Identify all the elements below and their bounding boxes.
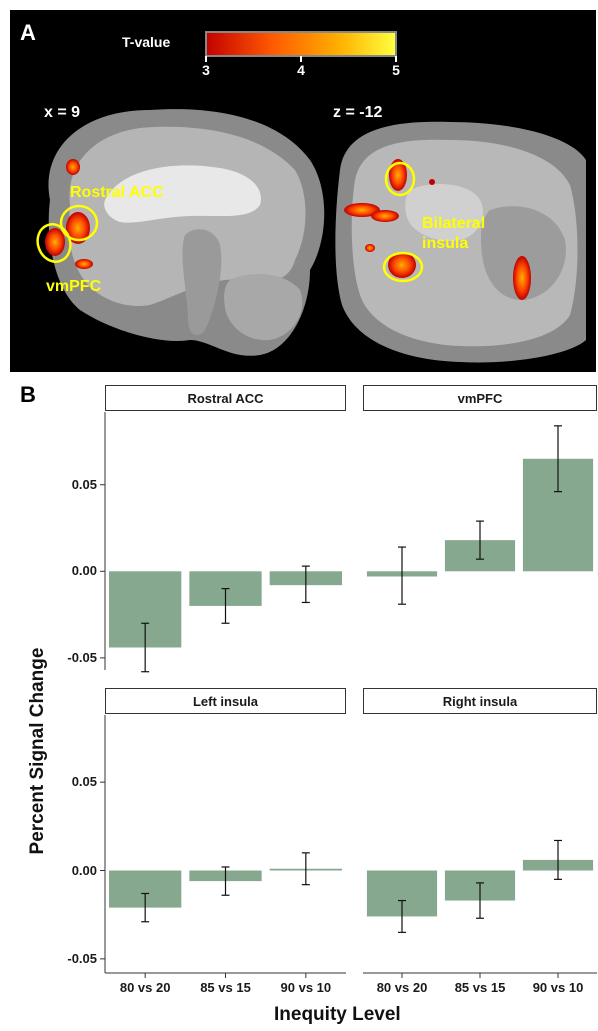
bar-chart-svg xyxy=(100,412,597,978)
colorbar-label: T-value xyxy=(122,34,171,50)
x-tick-label: 85 vs 15 xyxy=(454,980,506,995)
y-tick-label: -0.05 xyxy=(67,950,97,966)
x-tick-label: 80 vs 20 xyxy=(376,980,428,995)
colorbar xyxy=(205,31,397,57)
panel-b-letter: B xyxy=(20,382,36,407)
colorbar-tick-3: 3 xyxy=(202,62,210,78)
panel-a-letter: A xyxy=(20,20,36,45)
axial-coordinate: z = -12 xyxy=(333,104,383,121)
insula-lower-circle xyxy=(382,251,424,283)
y-axis-title: Percent Signal Change xyxy=(27,647,48,855)
facet-title-vmpfc: vmPFC xyxy=(363,385,597,411)
y-tick-label: 0.05 xyxy=(71,774,97,790)
x-tick-label: 85 vs 15 xyxy=(200,980,251,995)
sagittal-slice xyxy=(36,109,325,356)
signal-change-chart: B Rostral ACC -0.05 0.00 0.05 vmPFC Left insu… xyxy=(0,374,598,1031)
axial-slice xyxy=(335,121,586,363)
x-axis-title: Inequity Level xyxy=(274,1004,401,1025)
x-tick-label: 90 vs 10 xyxy=(280,980,332,995)
y-tick-label: 0.00 xyxy=(71,862,97,878)
colorbar-tick-4: 4 xyxy=(297,62,305,78)
facet-title-left-insula: Left insula xyxy=(105,688,346,714)
insula-upper-circle xyxy=(384,161,416,197)
y-tick-label: -0.05 xyxy=(67,649,97,665)
brain-image-panel: A T-value 3 4 5 x = 9 z = -12 Rostral AC… xyxy=(10,10,596,372)
vmpfc-circle xyxy=(36,223,72,263)
insula-label: insula xyxy=(422,235,469,252)
brain-slices-image xyxy=(36,31,586,363)
x-tick-label: 90 vs 10 xyxy=(532,980,584,995)
x-tick-label: 80 vs 20 xyxy=(119,980,171,995)
facet-title-right-insula: Right insula xyxy=(363,688,597,714)
facet-title-rostral-acc: Rostral ACC xyxy=(105,385,346,411)
bilateral-label: Bilateral xyxy=(422,215,486,232)
sagittal-coordinate: x = 9 xyxy=(44,104,81,121)
rostral-acc-label: Rostral ACC xyxy=(70,184,164,201)
colorbar-tick-5: 5 xyxy=(392,62,400,78)
y-tick-label: 0.05 xyxy=(71,476,97,492)
rostral-acc-circle xyxy=(59,204,99,242)
vmpfc-label: vmPFC xyxy=(46,278,102,295)
y-tick-label: 0.00 xyxy=(71,563,97,579)
